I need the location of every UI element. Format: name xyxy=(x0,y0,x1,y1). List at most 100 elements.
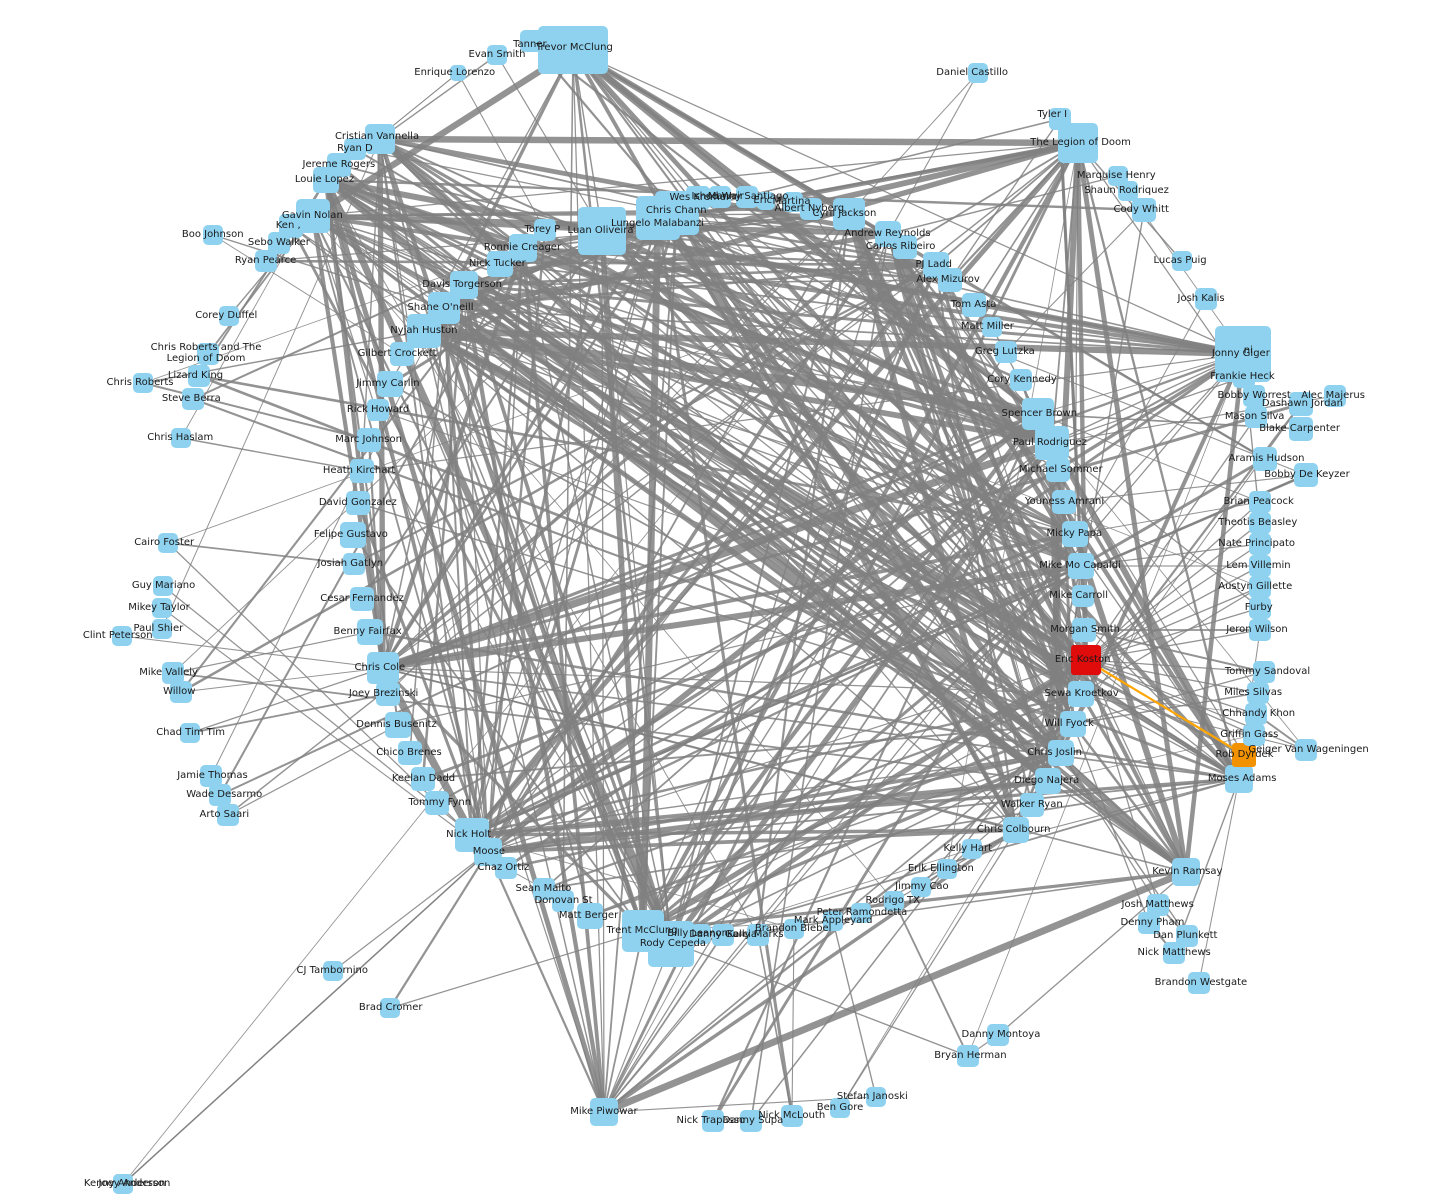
graph-node[interactable] xyxy=(180,723,200,743)
graph-node[interactable] xyxy=(747,924,769,946)
graph-node[interactable] xyxy=(350,587,374,611)
graph-node[interactable] xyxy=(385,712,411,738)
graph-node[interactable] xyxy=(691,924,711,944)
graph-node[interactable] xyxy=(938,268,962,292)
graph-node[interactable] xyxy=(425,791,449,815)
graph-node[interactable] xyxy=(1058,123,1098,163)
graph-node[interactable] xyxy=(1225,765,1253,793)
graph-node[interactable] xyxy=(823,911,843,931)
graph-node[interactable] xyxy=(217,804,239,826)
graph-node[interactable] xyxy=(365,124,395,154)
graph-node[interactable] xyxy=(783,192,803,212)
graph-node[interactable] xyxy=(533,878,555,900)
graph-node[interactable] xyxy=(636,196,680,240)
graph-node[interactable] xyxy=(343,553,365,575)
graph-node[interactable] xyxy=(455,818,489,852)
graph-node[interactable] xyxy=(1249,576,1271,598)
graph-node[interactable] xyxy=(380,998,400,1018)
graph-node[interactable] xyxy=(509,234,537,262)
graph-node[interactable] xyxy=(784,919,804,939)
graph-node[interactable] xyxy=(170,681,192,703)
graph-node[interactable] xyxy=(1010,369,1032,391)
graph-node[interactable] xyxy=(1249,619,1271,641)
graph-node[interactable] xyxy=(1172,251,1192,271)
graph-node[interactable] xyxy=(866,1087,886,1107)
graph-node[interactable] xyxy=(133,373,153,393)
graph-node[interactable] xyxy=(357,619,383,645)
graph-node[interactable] xyxy=(1163,942,1185,964)
graph-node[interactable] xyxy=(450,271,478,299)
graph-node[interactable] xyxy=(1068,681,1094,707)
graph-node[interactable] xyxy=(538,26,608,74)
graph-node[interactable] xyxy=(937,859,957,879)
graph-node[interactable] xyxy=(209,784,231,806)
graph-node[interactable] xyxy=(367,399,389,421)
graph-node[interactable] xyxy=(367,652,399,684)
graph-node[interactable] xyxy=(398,741,422,765)
graph-node[interactable] xyxy=(1132,198,1156,222)
graph-node[interactable] xyxy=(893,235,917,259)
graph-node[interactable] xyxy=(113,1174,133,1194)
graph-node[interactable] xyxy=(188,365,210,387)
graph-node[interactable] xyxy=(1249,597,1271,619)
graph-node[interactable] xyxy=(578,207,626,255)
graph-node[interactable] xyxy=(152,598,172,618)
graph-node[interactable] xyxy=(171,428,191,448)
graph-node[interactable] xyxy=(1249,533,1271,555)
graph-node[interactable] xyxy=(1249,555,1271,577)
graph-node[interactable] xyxy=(162,662,184,684)
graph-node[interactable] xyxy=(1243,724,1265,746)
graph-node[interactable] xyxy=(411,767,435,791)
graph-node[interactable] xyxy=(1247,682,1269,704)
graph-node[interactable] xyxy=(1176,925,1198,947)
graph-node[interactable] xyxy=(1147,894,1169,916)
graph-node[interactable] xyxy=(740,1110,762,1132)
graph-node[interactable] xyxy=(712,924,734,946)
graph-node[interactable] xyxy=(1249,512,1271,534)
graph-node[interactable] xyxy=(323,961,343,981)
graph-node[interactable] xyxy=(1188,972,1210,994)
graph-node[interactable] xyxy=(1118,181,1138,201)
graph-node[interactable] xyxy=(1172,858,1200,886)
graph-node[interactable] xyxy=(995,341,1017,363)
graph-node[interactable] xyxy=(1072,618,1096,642)
graph-node[interactable] xyxy=(1052,490,1076,514)
graph-node[interactable] xyxy=(313,167,339,193)
graph-node[interactable] xyxy=(200,765,222,787)
graph-node[interactable] xyxy=(534,219,556,241)
graph-node[interactable] xyxy=(1068,553,1094,579)
graph-node[interactable] xyxy=(982,317,1002,337)
graph-node[interactable] xyxy=(1046,458,1070,482)
graph-node[interactable] xyxy=(153,576,173,596)
graph-node[interactable] xyxy=(686,186,710,210)
graph-node[interactable] xyxy=(182,388,204,410)
graph-node[interactable] xyxy=(219,306,239,326)
graph-node[interactable] xyxy=(968,63,988,83)
graph-node[interactable] xyxy=(1253,661,1275,683)
graph-node[interactable] xyxy=(709,186,731,208)
graph-node[interactable] xyxy=(1035,768,1061,794)
graph-node[interactable] xyxy=(1294,463,1318,487)
graph-node[interactable] xyxy=(520,30,542,52)
graph-node[interactable] xyxy=(376,682,400,706)
graph-node[interactable] xyxy=(158,533,178,553)
graph-node[interactable] xyxy=(590,1098,618,1126)
graph-node[interactable] xyxy=(197,343,219,365)
graph-node[interactable] xyxy=(1022,398,1054,430)
graph-node[interactable] xyxy=(962,839,982,859)
graph-node[interactable] xyxy=(1020,793,1044,817)
graph-node[interactable] xyxy=(552,890,574,912)
graph-node[interactable] xyxy=(1062,521,1088,547)
graph-node[interactable] xyxy=(1295,739,1317,761)
graph-node[interactable] xyxy=(1215,326,1271,382)
graph-node[interactable] xyxy=(1003,817,1029,843)
graph-node[interactable] xyxy=(1060,711,1086,737)
graph-node[interactable] xyxy=(781,1105,803,1127)
graph-node[interactable] xyxy=(255,250,277,272)
graph-node[interactable] xyxy=(911,877,931,897)
graph-node[interactable] xyxy=(1138,912,1160,934)
graph-node[interactable] xyxy=(268,232,290,254)
graph-node[interactable] xyxy=(340,522,366,548)
